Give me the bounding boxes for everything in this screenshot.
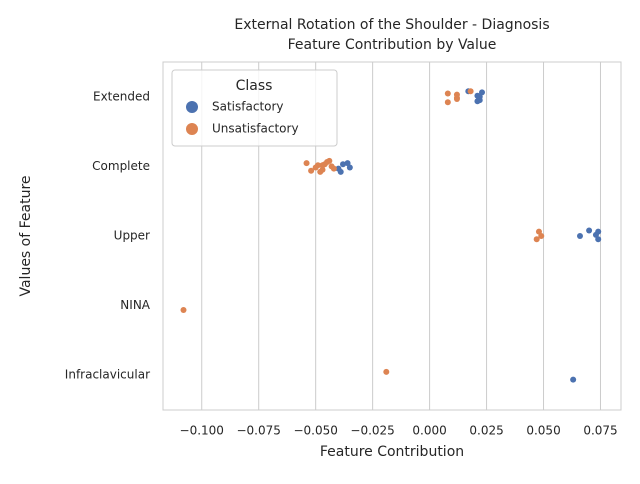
strip-point xyxy=(535,228,542,235)
legend-title: Class xyxy=(236,78,273,94)
y-axis-label: Values of Feature xyxy=(18,175,34,296)
strip-point xyxy=(326,157,333,164)
strip-point xyxy=(595,236,602,243)
strip-point xyxy=(444,90,451,97)
strip-point xyxy=(586,227,593,234)
strip-point xyxy=(344,160,351,167)
legend-label: Unsatisfactory xyxy=(212,122,299,136)
x-tick-label: −0.075 xyxy=(236,424,280,438)
strip-point xyxy=(453,96,460,102)
y-tick-label: Infraclavicular xyxy=(65,368,150,382)
strip-point xyxy=(453,91,460,98)
strip-point xyxy=(308,167,315,174)
legend-box xyxy=(171,69,338,147)
strip-point xyxy=(467,88,474,95)
y-tick-label: Extended xyxy=(93,89,150,103)
x-axis-label: Feature Contribution xyxy=(320,444,464,460)
x-tick-label: 0.025 xyxy=(469,424,503,438)
legend-marker xyxy=(186,101,198,113)
strip-point xyxy=(570,376,577,383)
x-tick-label: 0.050 xyxy=(526,424,560,438)
strip-point xyxy=(576,233,583,239)
legend-label: Satisfactory xyxy=(212,100,284,114)
strip-point xyxy=(346,164,353,171)
chart-title: External Rotation of the Shoulder - Diag… xyxy=(234,17,549,33)
strip-point xyxy=(474,98,481,105)
legend-marker xyxy=(186,123,198,135)
x-tick-label: 0.075 xyxy=(583,424,617,438)
strip-point xyxy=(533,236,540,243)
strip-point xyxy=(476,93,483,100)
strip-point xyxy=(335,165,342,172)
chart-subtitle: Feature Contribution by Value xyxy=(288,37,497,53)
strip-point xyxy=(180,307,187,313)
x-tick-label: −0.050 xyxy=(293,424,337,438)
strip-point xyxy=(383,368,390,375)
strip-point xyxy=(317,168,324,175)
strip-point xyxy=(340,161,347,168)
y-tick-label: Complete xyxy=(92,159,150,173)
plot-frame xyxy=(162,61,622,411)
y-tick-label: Upper xyxy=(114,229,150,243)
strip-point xyxy=(303,160,310,167)
x-tick-label: −0.100 xyxy=(180,424,224,438)
strip-point xyxy=(330,165,337,172)
strip-point xyxy=(538,233,545,239)
strip-point xyxy=(595,228,602,235)
y-tick-label: NINA xyxy=(120,298,150,312)
strip-point xyxy=(312,164,319,171)
x-tick-label: −0.025 xyxy=(350,424,394,438)
strip-point xyxy=(319,162,326,169)
strip-point xyxy=(444,99,451,106)
x-tick-label: 0.000 xyxy=(412,424,446,438)
strip-point xyxy=(479,89,486,96)
